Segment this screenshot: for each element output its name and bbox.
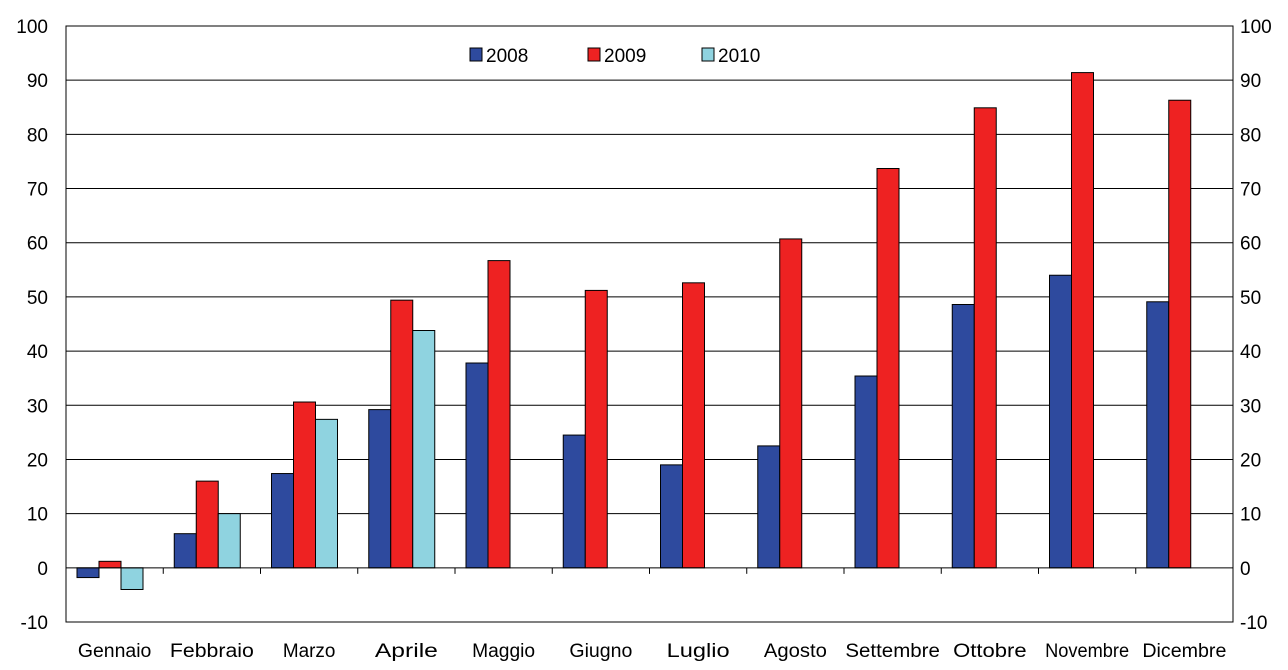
- bar-2008-aprile: [368, 409, 392, 569]
- bar-2008-dicembre: [1146, 301, 1170, 569]
- bar-2008-febbraio: [173, 533, 197, 569]
- bar-2010-aprile: [412, 330, 436, 569]
- right-y-tick-label: 60: [1240, 234, 1261, 255]
- y-tick-label: 90: [27, 71, 48, 92]
- y-tick-label: 100: [16, 17, 48, 38]
- right-y-axis-ticks: -10 0 10 20 30 40 50 60 70 80 90 100: [1240, 17, 1272, 634]
- bar-2009-settembre: [876, 167, 900, 569]
- x-tick-label: Novembre: [1045, 641, 1129, 662]
- x-tick-label: Giugno: [569, 641, 632, 662]
- bar-2010-marzo: [315, 418, 338, 569]
- x-tick-label: Settembre: [845, 641, 940, 662]
- right-y-tick-label: 40: [1240, 342, 1261, 363]
- x-tick-label: Gennaio: [78, 641, 152, 662]
- right-y-tick-label: 100: [1240, 17, 1272, 38]
- x-tick-label: Agosto: [764, 641, 827, 662]
- y-tick-label: 20: [27, 450, 48, 471]
- y-tick-label: 70: [27, 180, 48, 201]
- legend-swatch-2008: [469, 47, 483, 62]
- x-tick-label: Maggio: [472, 641, 535, 662]
- legend-swatch-2010: [701, 47, 715, 62]
- left-y-axis-ticks: -10 0 10 20 30 40 50 60 70 80 90 100: [16, 17, 48, 634]
- y-tick-label: -10: [21, 613, 48, 634]
- bar-2008-giugno: [562, 434, 586, 569]
- right-y-tick-label: 70: [1240, 180, 1261, 201]
- legend-label-2010: 2010: [718, 46, 760, 67]
- bar-2008-agosto: [757, 445, 781, 569]
- bar-2008-luglio: [660, 464, 683, 569]
- bar-2009-febbraio: [195, 480, 219, 569]
- axes: [65, 25, 1234, 623]
- bar-2009-maggio: [487, 260, 511, 569]
- bar-2008-novembre: [1049, 274, 1072, 569]
- right-y-tick-label: 90: [1240, 71, 1261, 92]
- bar-2009-aprile: [390, 299, 414, 569]
- legend-swatch-2009: [587, 47, 601, 62]
- x-tick-label: Ottobre: [953, 641, 1027, 662]
- bar-2009-marzo: [293, 401, 316, 569]
- right-y-tick-label: -10: [1240, 613, 1267, 634]
- bars: [76, 72, 1192, 590]
- bar-2009-agosto: [779, 238, 803, 569]
- x-axis-ticks: Gennaio Febbraio Marzo Aprile Maggio Giugno Lu…: [78, 641, 1227, 662]
- y-tick-label: 80: [27, 125, 48, 146]
- bar-2009-dicembre: [1168, 99, 1192, 569]
- x-tick-label: Marzo: [283, 641, 336, 662]
- right-y-tick-label: 0: [1240, 559, 1251, 580]
- bar-2009-luglio: [682, 282, 705, 569]
- bar-2009-ottobre: [973, 107, 997, 569]
- bar-2010-febbraio: [217, 513, 241, 569]
- bar-2008-marzo: [271, 473, 294, 569]
- bar-2008-settembre: [854, 375, 878, 569]
- x-tick-label: Febbraio: [170, 641, 254, 662]
- y-tick-label: 50: [27, 288, 48, 309]
- x-tick-label: Luglio: [667, 641, 730, 662]
- y-tick-label: 10: [27, 505, 48, 526]
- right-y-tick-label: 50: [1240, 288, 1261, 309]
- x-tick-label: Aprile: [375, 641, 438, 662]
- bar-2008-gennaio: [76, 567, 100, 579]
- bar-2009-gennaio: [98, 560, 122, 569]
- plot-area-border: [65, 25, 1234, 623]
- bar-2010-gennaio: [120, 567, 144, 590]
- bar-2009-giugno: [584, 289, 608, 569]
- x-tick-label: Dicembre: [1142, 641, 1226, 662]
- y-tick-label: 0: [37, 559, 48, 580]
- legend-label-2009: 2009: [604, 46, 646, 67]
- right-y-tick-label: 30: [1240, 396, 1261, 417]
- right-y-tick-label: 80: [1240, 125, 1261, 146]
- y-tick-label: 60: [27, 234, 48, 255]
- legend-label-2008: 2008: [486, 46, 528, 67]
- y-tick-label: 30: [27, 396, 48, 417]
- bar-2008-maggio: [465, 362, 489, 569]
- right-y-tick-label: 20: [1240, 450, 1261, 471]
- right-y-tick-label: 10: [1240, 505, 1261, 526]
- y-tick-label: 40: [27, 342, 48, 363]
- bar-2009-novembre: [1071, 72, 1094, 569]
- legend: 2008 2009 2010: [469, 46, 760, 67]
- bar-2008-ottobre: [951, 303, 975, 569]
